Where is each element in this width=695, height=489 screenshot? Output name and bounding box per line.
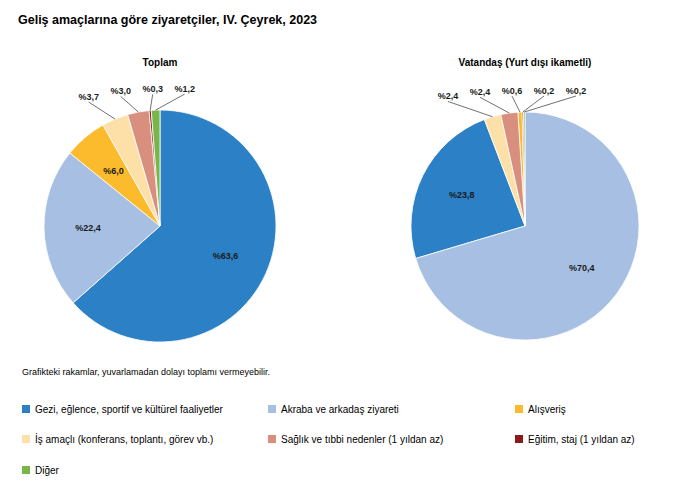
pie-title: Vatandaş (Yurt dışı ikametli) (459, 57, 592, 68)
legend-label: Gezi, eğlence, sportif ve kültürel faali… (35, 404, 224, 415)
legend-label: Eğitim, staj (1 yıldan az) (528, 434, 635, 445)
data-label: %1,2 (174, 84, 195, 94)
chart: Geliş amaçlarına göre ziyaretçiler, IV. … (0, 0, 695, 489)
legend-swatch (515, 435, 523, 443)
legend-label: Akraba ve arkadaş ziyareti (281, 404, 399, 415)
data-label: %63,6 (213, 251, 239, 261)
legend: Gezi, eğlence, sportif ve kültürel faali… (22, 404, 635, 476)
data-label: %0,3 (142, 84, 163, 94)
data-label: %0,2 (566, 86, 587, 96)
data-label: %70,4 (569, 263, 595, 273)
leader-line (448, 101, 492, 116)
data-label: %0,6 (502, 86, 523, 96)
slice (149, 110, 160, 226)
slice (522, 112, 525, 226)
data-label: %22,4 (75, 223, 101, 233)
data-label: %2,4 (438, 91, 459, 101)
data-label: %2,4 (470, 87, 491, 97)
leader-line (524, 96, 576, 112)
legend-swatch (268, 405, 276, 413)
data-label: %3,7 (78, 92, 99, 102)
slice (501, 112, 525, 226)
leader-line (150, 94, 152, 110)
legend-swatch (22, 435, 30, 443)
leader-line (121, 96, 139, 112)
slice (416, 112, 639, 340)
slice (524, 112, 525, 226)
data-label: %3,0 (110, 86, 131, 96)
legend-label: Diğer (35, 465, 60, 476)
data-label: %6,0 (103, 166, 124, 176)
leader-line (89, 102, 115, 119)
legend-swatch (515, 405, 523, 413)
leader-line (480, 97, 509, 113)
pie: %23,8 %70,4 %2,4 %2,4 %0,6 %0,2 %0,2 (411, 86, 639, 340)
leader-line (523, 96, 544, 112)
legend-swatch (22, 466, 30, 474)
data-label: %0,2 (534, 86, 555, 96)
legend-swatch (22, 405, 30, 413)
slice (151, 110, 160, 226)
slice (128, 111, 160, 226)
title: Geliş amaçlarına göre ziyaretçiler, IV. … (18, 13, 317, 27)
legend-label: Alışveriş (528, 404, 566, 415)
note: Grafikteki rakamlar, yuvarlamadan dolayı… (22, 367, 270, 377)
pie-title: Toplam (143, 57, 178, 68)
pie: %63,6 %22,4 %6,0 %3,7 %3,0 %0,3 %1,2 (44, 84, 276, 342)
leader-line (156, 94, 185, 110)
leader-line (512, 96, 520, 112)
legend-swatch (268, 435, 276, 443)
legend-label: Sağlık ve tıbbi nedenler (1 yıldan az) (281, 434, 443, 445)
data-label: %23,8 (449, 190, 475, 200)
legend-label: İş amaçlı (konferans, toplantı, görev vb… (35, 433, 213, 445)
